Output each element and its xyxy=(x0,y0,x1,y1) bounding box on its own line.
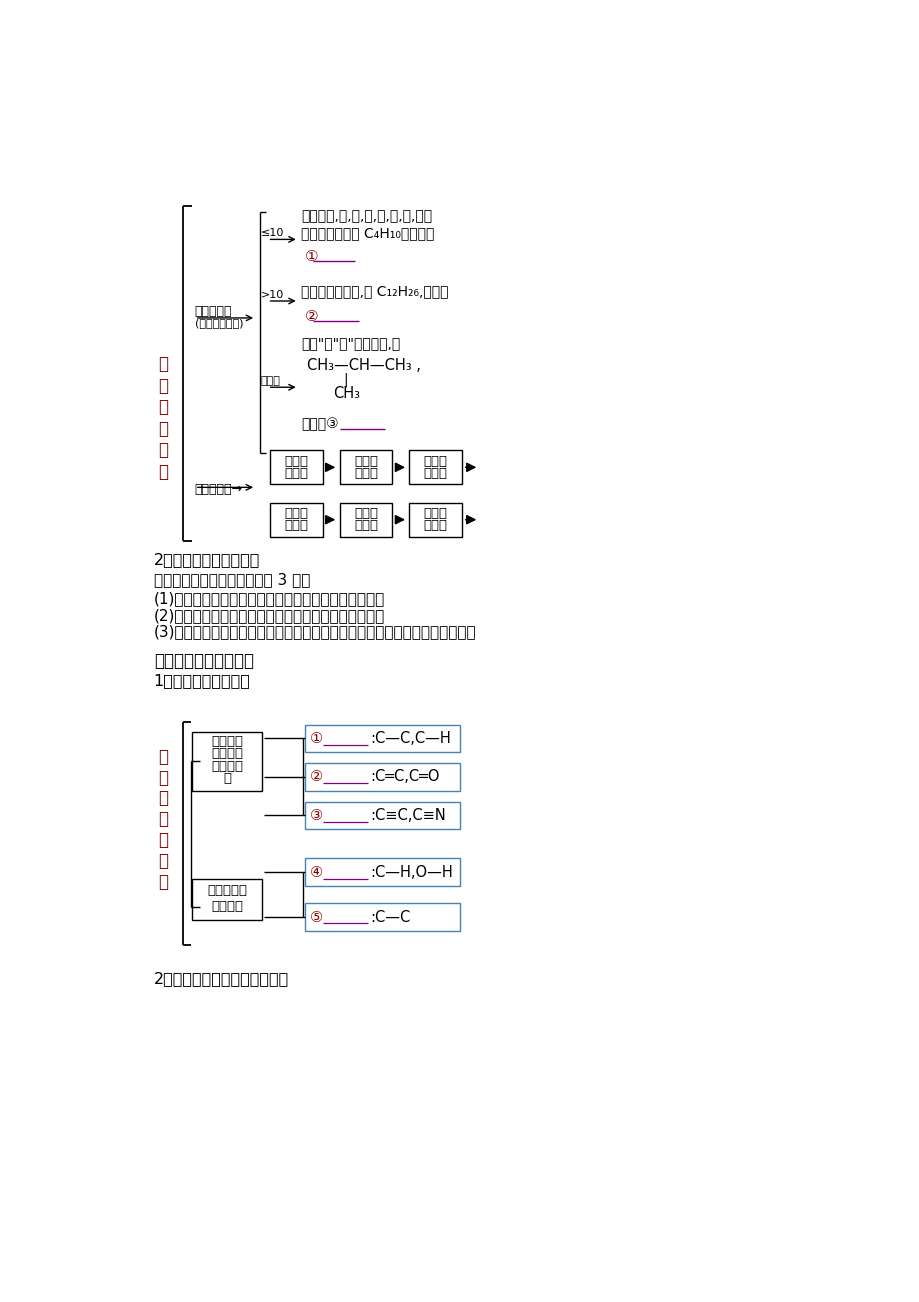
Text: 用正"异"新"等来区别,如: 用正"异"新"等来区别,如 xyxy=(301,336,400,350)
Text: 用文字数字表示,如 C₁₂H₂₆,命名为: 用文字数字表示,如 C₁₂H₂₆,命名为 xyxy=(301,284,448,298)
Text: 壬、癸表示，如 C₄H₁₀，命名为: 壬、癸表示，如 C₄H₁₀，命名为 xyxy=(301,227,434,241)
Text: ①: ① xyxy=(310,730,323,746)
Text: 成: 成 xyxy=(158,810,168,828)
Text: 与烷烃命名方法相似，不同有 3 点：: 与烷烃命名方法相似，不同有 3 点： xyxy=(153,573,310,587)
Text: :C≡C,C≡N: :C≡C,C≡N xyxy=(369,807,445,823)
Text: 合并算: 合并算 xyxy=(424,519,448,533)
Text: (2)号位确定：从靠近不饱和碳碳键的一端为编号起点。: (2)号位确定：从靠近不饱和碳碳键的一端为编号起点。 xyxy=(153,608,384,622)
Text: 依次用甲,乙,丙,丁,戊,己,庚,辛、: 依次用甲,乙,丙,丁,戊,己,庚,辛、 xyxy=(301,210,432,224)
Text: 目: 目 xyxy=(223,772,231,785)
Text: CH₃—CH—CH₃ ,: CH₃—CH—CH₃ , xyxy=(307,358,421,374)
Text: ①: ① xyxy=(304,249,318,264)
Bar xyxy=(192,879,262,921)
Text: 简到繁: 简到繁 xyxy=(354,519,378,533)
Text: 三、有机化合物的结构: 三、有机化合物的结构 xyxy=(153,651,254,669)
Text: 不同基: 不同基 xyxy=(354,506,378,519)
Text: 编号位: 编号位 xyxy=(354,454,378,467)
Text: 命名为③: 命名为③ xyxy=(301,417,338,431)
Text: :C—C,C—H: :C—C,C—H xyxy=(369,730,450,746)
Text: 相同基: 相同基 xyxy=(424,506,448,519)
Text: 成键两原子: 成键两原子 xyxy=(207,884,247,897)
Bar xyxy=(304,858,460,887)
Text: 子间共用: 子间共用 xyxy=(211,747,244,760)
Text: 短线连: 短线连 xyxy=(284,519,308,533)
Text: 子: 子 xyxy=(158,789,168,807)
Text: ②: ② xyxy=(310,769,323,784)
Bar xyxy=(409,450,461,484)
Bar xyxy=(339,503,392,536)
Text: ②: ② xyxy=(304,309,318,324)
Text: 电子对数: 电子对数 xyxy=(211,759,244,772)
Text: 成键两原: 成键两原 xyxy=(211,734,244,747)
Text: 原: 原 xyxy=(158,768,168,786)
Text: :C—H,O—H: :C—H,O—H xyxy=(369,865,452,880)
Bar xyxy=(409,503,461,536)
Text: 取代基: 取代基 xyxy=(424,454,448,467)
Text: 名: 名 xyxy=(158,441,168,460)
Text: 习惯命名法: 习惯命名法 xyxy=(195,305,233,318)
Text: :C—C: :C—C xyxy=(369,910,410,924)
Text: 写在前: 写在前 xyxy=(424,467,448,480)
Text: |: | xyxy=(343,372,347,387)
Bar xyxy=(304,904,460,931)
Bar xyxy=(192,732,262,790)
Text: 定支链: 定支链 xyxy=(354,467,378,480)
Text: 的: 的 xyxy=(158,398,168,417)
Text: 相同时: 相同时 xyxy=(260,376,280,387)
Text: 命: 命 xyxy=(158,419,168,437)
Text: 2．有机化合物的同分异构现象: 2．有机化合物的同分异构现象 xyxy=(153,971,289,986)
Text: :C═C,C═O: :C═C,C═O xyxy=(369,769,439,784)
Text: 见: 见 xyxy=(158,376,168,395)
Text: 键: 键 xyxy=(158,831,168,849)
Bar xyxy=(269,503,323,536)
Text: 常: 常 xyxy=(158,355,168,374)
Text: 法: 法 xyxy=(158,464,168,480)
Text: 1．碳原子的成键方式: 1．碳原子的成键方式 xyxy=(153,673,250,689)
Text: (1)主链选取：以含不饱和碳碳键且最长的碳链为主链。: (1)主链选取：以含不饱和碳碳键且最长的碳链为主链。 xyxy=(153,591,384,605)
Text: (根据碳原子数): (根据碳原子数) xyxy=(195,318,243,328)
Text: ⑤: ⑤ xyxy=(310,910,323,924)
Text: 方: 方 xyxy=(158,852,168,870)
Bar xyxy=(339,450,392,484)
Text: 系统命名法→: 系统命名法→ xyxy=(195,483,243,496)
Text: 2．烯烃、炔烃的命名法: 2．烯烃、炔烃的命名法 xyxy=(153,552,260,568)
Text: ③: ③ xyxy=(310,807,323,823)
Text: 选主链: 选主链 xyxy=(284,454,308,467)
Text: 是否相同: 是否相同 xyxy=(211,900,244,913)
Text: ④: ④ xyxy=(310,865,323,880)
Bar xyxy=(269,450,323,484)
Text: 标位置: 标位置 xyxy=(284,506,308,519)
Text: ≤10: ≤10 xyxy=(260,228,284,238)
Text: 式: 式 xyxy=(158,872,168,891)
Text: 碳: 碳 xyxy=(158,747,168,766)
Bar xyxy=(304,724,460,753)
Text: (3)书写名称：将烯、炔的名称连同不饱和碳碳键位置写在支链位置、名称后。: (3)书写名称：将烯、炔的名称连同不饱和碳碳键位置写在支链位置、名称后。 xyxy=(153,625,476,639)
Text: CH₃: CH₃ xyxy=(333,385,359,401)
Bar xyxy=(304,802,460,829)
Bar xyxy=(304,763,460,790)
Text: >10: >10 xyxy=(260,290,284,299)
Text: 称某烷: 称某烷 xyxy=(284,467,308,480)
